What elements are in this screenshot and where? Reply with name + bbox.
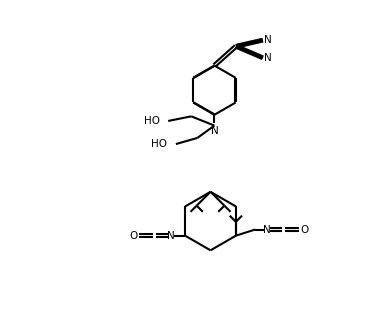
Text: O: O: [129, 231, 138, 241]
Text: N: N: [211, 126, 218, 136]
Text: N: N: [167, 231, 175, 241]
Text: N: N: [264, 53, 272, 63]
Text: N: N: [264, 35, 272, 45]
Text: HO: HO: [144, 116, 160, 126]
Text: N: N: [263, 225, 270, 235]
Text: HO: HO: [151, 139, 167, 149]
Text: O: O: [300, 225, 309, 235]
